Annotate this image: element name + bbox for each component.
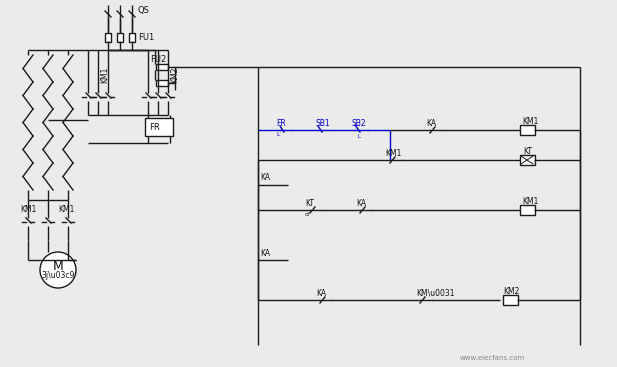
Bar [105, 33, 111, 42]
Text: KT: KT [305, 199, 314, 207]
Bar [156, 80, 168, 86]
Text: KM1: KM1 [58, 206, 75, 214]
Text: L: L [357, 134, 360, 138]
Text: KM1: KM1 [385, 149, 402, 157]
Text: www.elecfans.com: www.elecfans.com [460, 355, 525, 361]
Text: 3j\u03c9: 3j\u03c9 [41, 272, 75, 280]
Bar [520, 125, 535, 135]
Bar [129, 33, 135, 42]
Text: L: L [276, 132, 280, 138]
Text: M: M [52, 259, 64, 273]
Text: QS: QS [138, 6, 150, 15]
Bar [156, 64, 168, 70]
Text: SB2: SB2 [352, 119, 366, 127]
Text: KA: KA [260, 248, 270, 258]
Text: FU1: FU1 [138, 33, 154, 41]
Bar [520, 155, 535, 165]
Bar [503, 295, 518, 305]
Text: KA: KA [426, 119, 436, 127]
Text: KM1: KM1 [100, 67, 109, 83]
Text: SB1: SB1 [315, 119, 329, 127]
Bar [117, 33, 123, 42]
Text: KT: KT [523, 148, 532, 156]
Bar [145, 118, 173, 136]
Text: KM1: KM1 [522, 197, 539, 207]
Text: d: d [305, 212, 309, 218]
Text: FR: FR [276, 119, 286, 127]
Text: KA: KA [316, 288, 326, 298]
Text: KM1: KM1 [522, 117, 539, 127]
Text: KM2: KM2 [170, 67, 179, 83]
Text: KA: KA [260, 174, 270, 182]
Text: KA: KA [356, 199, 366, 207]
Text: KM1: KM1 [20, 206, 36, 214]
Text: FU2: FU2 [150, 55, 166, 65]
Text: FR: FR [149, 123, 160, 131]
Text: KM2: KM2 [503, 287, 520, 297]
Text: KM\u0031: KM\u0031 [416, 288, 455, 298]
Circle shape [40, 252, 76, 288]
Bar [520, 205, 535, 215]
